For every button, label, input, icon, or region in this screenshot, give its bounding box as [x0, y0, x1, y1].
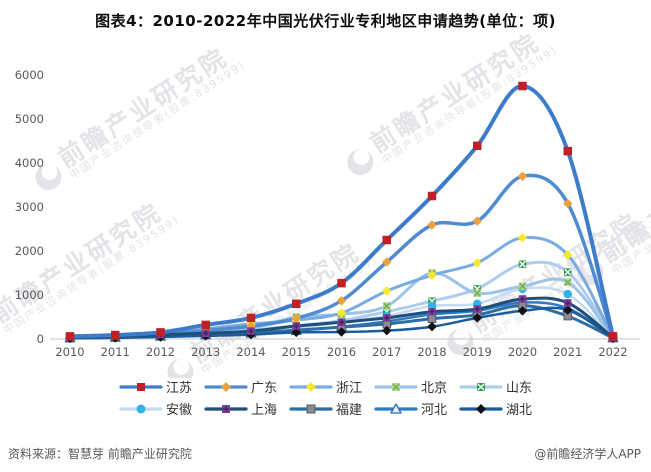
- y-axis-label: 4000: [15, 156, 44, 170]
- x-axis-label: 2018: [417, 345, 446, 359]
- y-axis-label: 2000: [15, 244, 44, 258]
- credit-text: @前瞻经济学人APP: [534, 446, 641, 461]
- x-axis-label: 2012: [146, 345, 175, 359]
- x-axis-label: 2020: [508, 345, 537, 359]
- legend-label-guangdong: 广东: [250, 381, 277, 396]
- legend-row-1: 江苏 广东 浙江 北京 山东: [113, 377, 538, 396]
- y-axis-label: 3000: [15, 200, 44, 214]
- legend-item-fujian: 福建: [289, 399, 362, 418]
- legend-row-2: 安徽 上海 福建 河北 湖北: [113, 399, 538, 418]
- legend-swatch-guangdong: [204, 381, 248, 392]
- legend-item-zhejiang: 浙江: [289, 377, 362, 396]
- chart-title: 图表4：2010-2022年中国光伏行业专利地区申请趋势(单位：项): [95, 12, 556, 30]
- legend-label-fujian: 福建: [335, 403, 362, 418]
- legend-item-shandong: 山东: [459, 377, 532, 396]
- legend-swatch-hebei: [374, 402, 418, 414]
- x-axis-label: 2014: [236, 345, 265, 359]
- source-text: 资料来源：智慧芽 前瞻产业研究院: [8, 446, 192, 461]
- x-axis-label: 2013: [191, 345, 220, 359]
- chart-legend: 江苏 广东 浙江 北京 山东安徽 上海 福建 河北 湖北: [0, 377, 651, 418]
- x-axis-label: 2021: [553, 345, 582, 359]
- x-axis-label: 2017: [372, 345, 401, 359]
- legend-swatch-anhui: [119, 404, 163, 413]
- y-axis-label: 0: [37, 332, 44, 346]
- legend-item-guangdong: 广东: [204, 377, 277, 396]
- legend-item-anhui: 安徽: [119, 399, 192, 418]
- legend-item-hubei: 湖北: [459, 399, 532, 418]
- legend-label-zhejiang: 浙江: [335, 381, 362, 396]
- legend-label-shanghai: 上海: [250, 403, 277, 418]
- legend-label-beijing: 北京: [421, 381, 448, 396]
- legend-swatch-beijing: [374, 382, 418, 391]
- y-axis-label: 5000: [15, 112, 44, 126]
- series-line-jiangsu: [68, 84, 615, 339]
- legend-item-beijing: 北京: [374, 377, 447, 396]
- legend-swatch-hubei: [459, 403, 503, 414]
- x-axis-label: 2010: [55, 345, 84, 359]
- x-axis-label: 2011: [101, 345, 130, 359]
- legend-label-anhui: 安徽: [165, 403, 192, 418]
- legend-label-hubei: 湖北: [506, 403, 533, 418]
- y-axis-label: 6000: [15, 68, 44, 82]
- legend-item-shanghai: 上海: [204, 399, 277, 418]
- trend-line-chart: 0 1000 2000 3000 4000 5000 6000 2010 2011 2012 201…: [15, 68, 640, 359]
- legend-label-shandong: 山东: [506, 381, 533, 396]
- legend-label-jiangsu: 江苏: [165, 381, 192, 396]
- x-axis-label: 2015: [282, 345, 311, 359]
- series-markers-jiangsu: [65, 81, 618, 341]
- y-axis-label: 1000: [15, 288, 44, 302]
- legend-swatch-jiangsu: [119, 382, 163, 391]
- footer: 资料来源：智慧芽 前瞻产业研究院 @前瞻经济学人APP: [0, 440, 651, 472]
- legend-item-hebei: 河北: [374, 399, 447, 418]
- legend-swatch-shanghai: [204, 404, 248, 413]
- legend-swatch-shandong: [459, 382, 503, 391]
- x-axis-label: 2022: [598, 345, 627, 359]
- legend-label-hebei: 河北: [421, 403, 448, 418]
- x-axis-label: 2019: [463, 345, 492, 359]
- legend-item-jiangsu: 江苏: [119, 377, 192, 396]
- legend-swatch-zhejiang: [289, 381, 333, 392]
- legend-swatch-fujian: [289, 404, 333, 413]
- x-axis-label: 2016: [327, 345, 356, 359]
